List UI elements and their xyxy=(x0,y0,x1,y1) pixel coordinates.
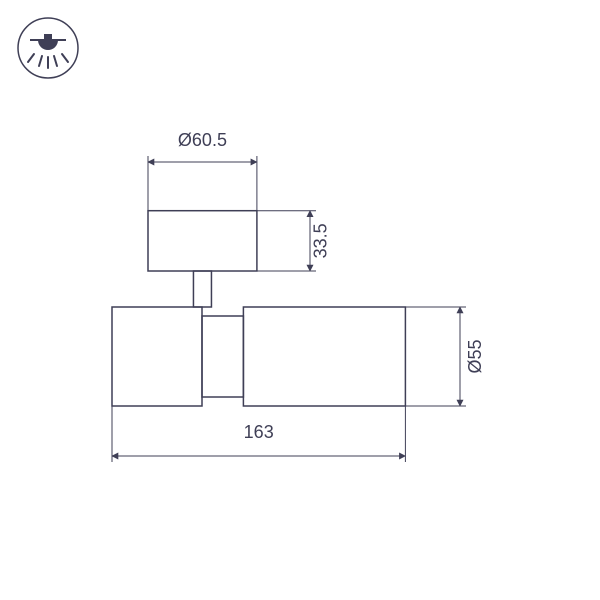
svg-text:Ø60.5: Ø60.5 xyxy=(178,130,227,150)
technical-drawing: Ø60.5 33.5 Ø55 163 xyxy=(0,0,600,600)
svg-text:Ø55: Ø55 xyxy=(465,339,485,373)
svg-text:163: 163 xyxy=(244,422,274,442)
svg-text:33.5: 33.5 xyxy=(311,223,331,258)
